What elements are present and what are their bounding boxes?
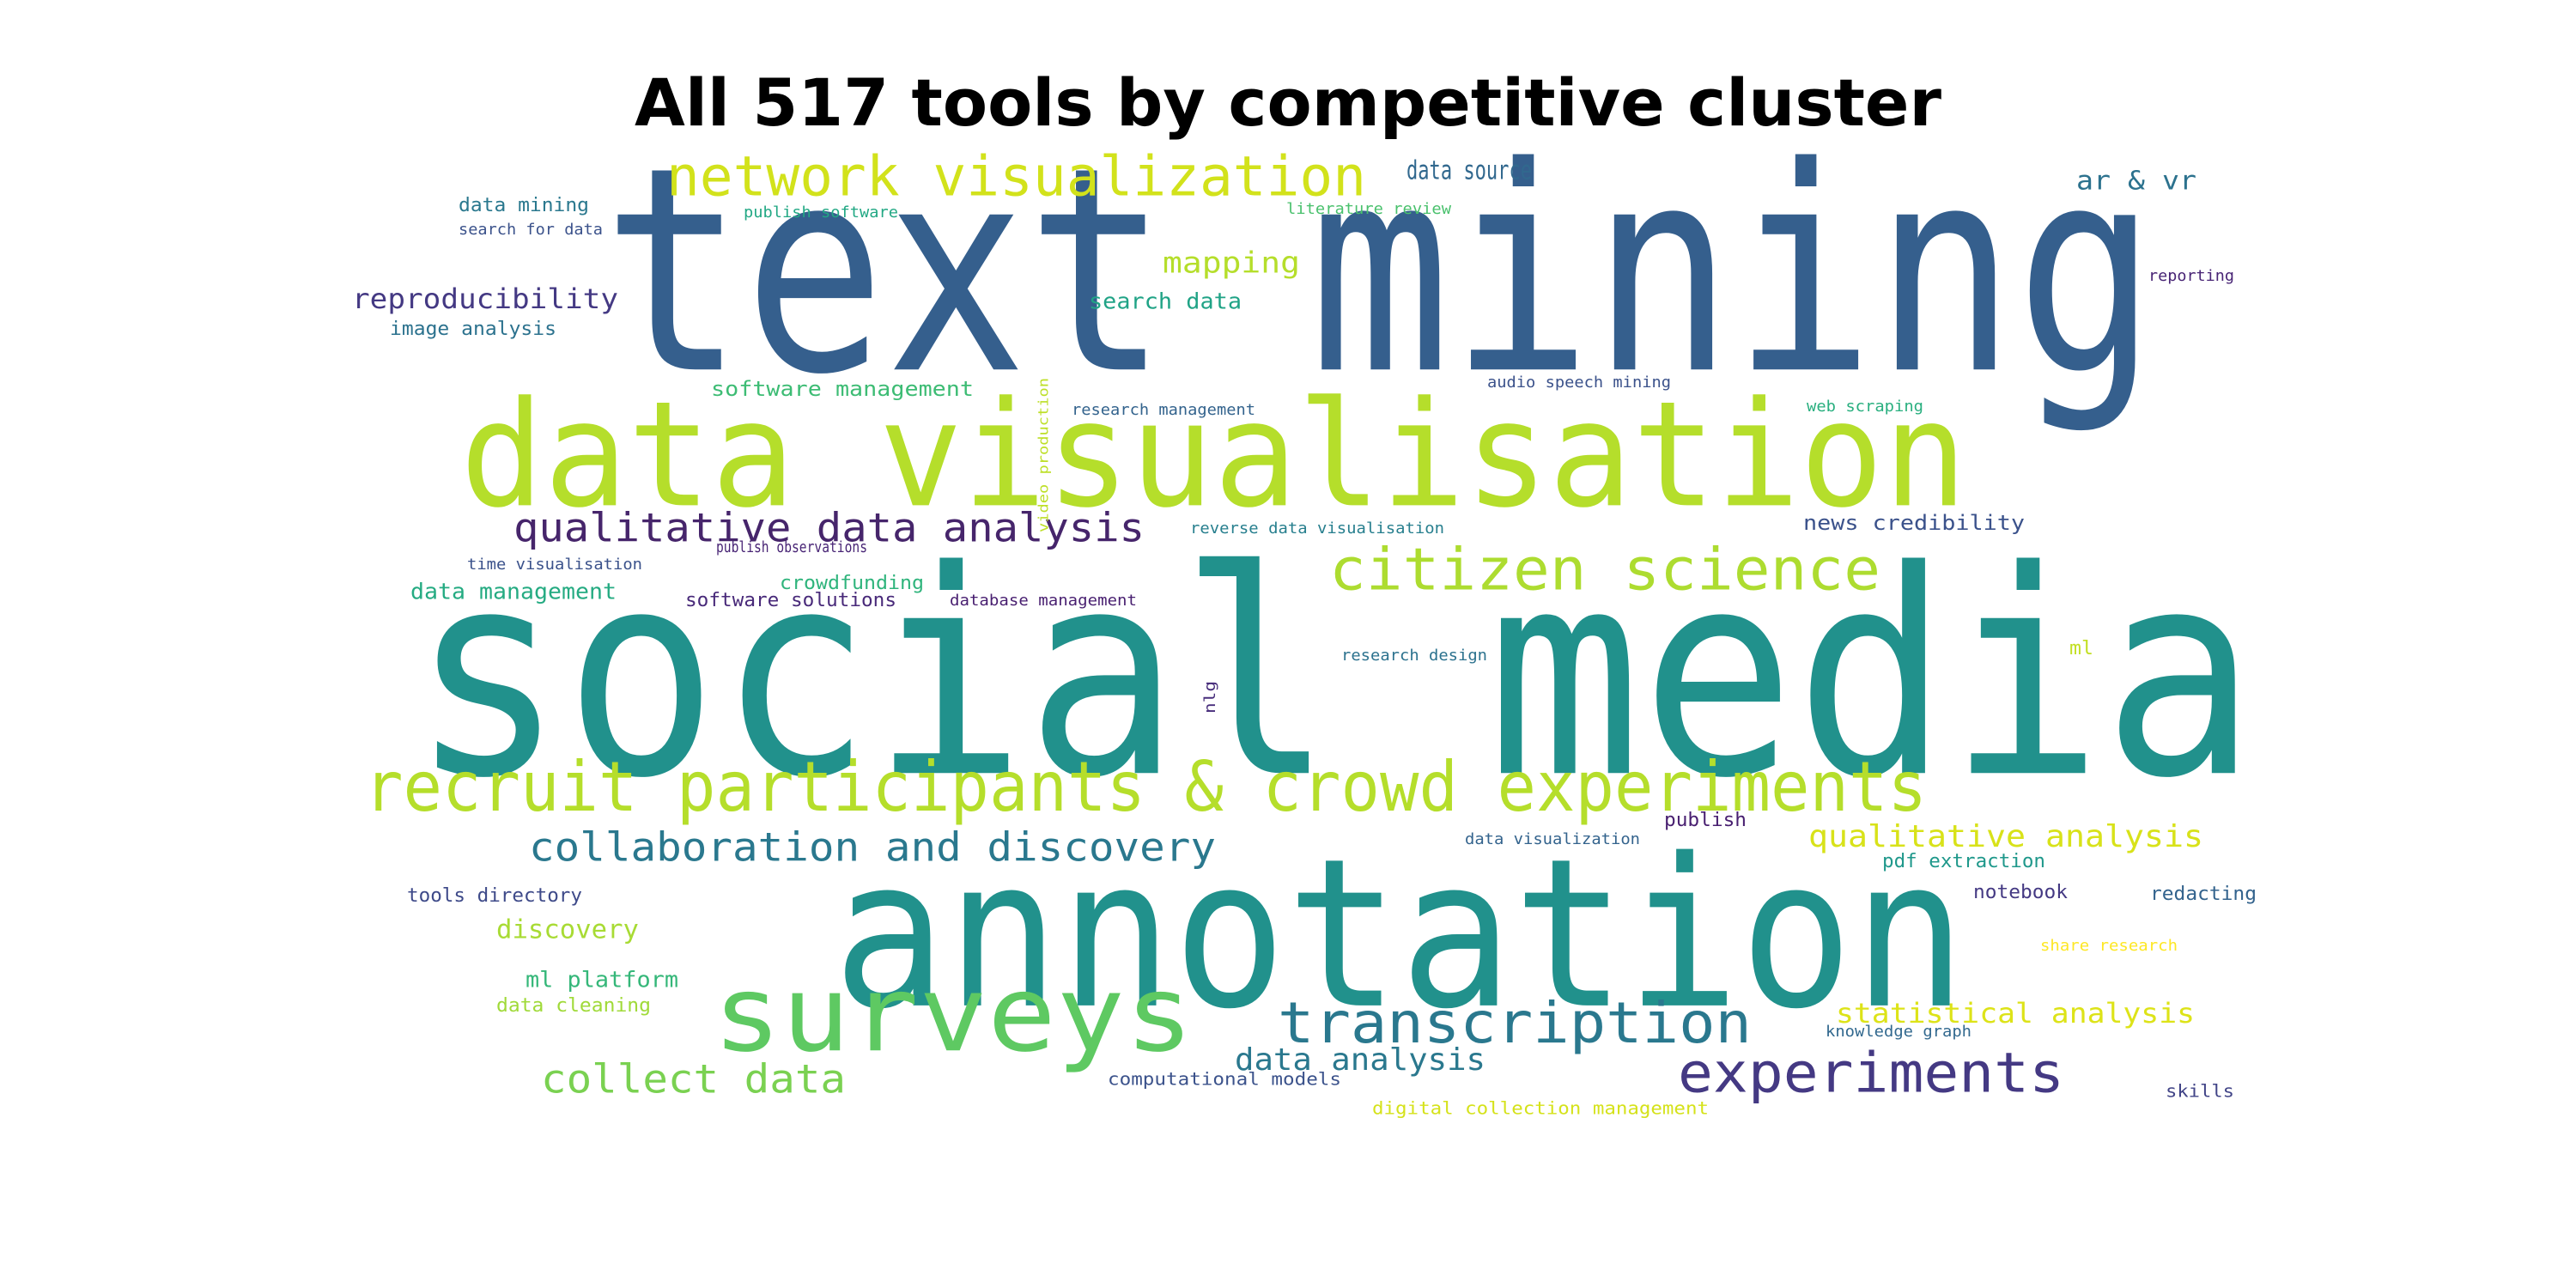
word-ar-vr: ar & vr — [2076, 167, 2196, 197]
word-news-credibility: news credibility — [1803, 511, 2025, 535]
word-notebook: notebook — [1973, 882, 2068, 903]
word-annotation: annotation — [833, 814, 1966, 1054]
word-data-source: data source — [1406, 156, 1532, 186]
word-software-solutions: software solutions — [685, 590, 896, 611]
word-transcription: transcription — [1278, 990, 1752, 1056]
word-data-mining: data mining — [459, 195, 589, 216]
word-social-media: social media — [410, 510, 2257, 840]
word-recruit-participants-crowd-experiments: recruit participants & crowd experiments — [364, 747, 1927, 827]
word-publish-software: publish software — [744, 204, 898, 222]
word-reporting: reporting — [2148, 267, 2234, 285]
word-image-analysis: image analysis — [390, 319, 556, 340]
word-surveys: surveys — [713, 953, 1194, 1075]
word-redacting: redacting — [2150, 884, 2257, 905]
word-computational-models: computational models — [1108, 1069, 1341, 1090]
word-database-management: database management — [950, 592, 1137, 610]
word-publish: publish — [1664, 810, 1747, 831]
word-collaboration-and-discovery: collaboration and discovery — [529, 824, 1216, 871]
word-ml: ml — [2069, 638, 2093, 659]
word-search-data: search data — [1089, 289, 1242, 315]
word-search-for-data: search for data — [459, 221, 603, 239]
word-text-mining: text mining — [603, 106, 2157, 436]
word-network-visualization: network visualization — [666, 146, 1366, 210]
word-data-analysis: data analysis — [1235, 1042, 1485, 1078]
word-nlg: nlg — [1201, 681, 1219, 714]
word-time-visualisation: time visualisation — [467, 556, 642, 574]
word-discovery: discovery — [496, 915, 639, 945]
word-pdf-extraction: pdf extraction — [1882, 851, 2045, 872]
chart-title: All 517 tools by competitive cluster — [635, 64, 1941, 141]
word-qualitative-analysis: qualitative analysis — [1808, 819, 2203, 854]
word-research-design: research design — [1341, 647, 1487, 665]
word-collect-data: collect data — [541, 1056, 846, 1103]
word-data-management: data management — [410, 580, 617, 605]
word-crowdfunding: crowdfunding — [780, 573, 924, 594]
word-reproducibility: reproducibility — [352, 283, 618, 315]
word-data-cleaning: data cleaning — [496, 995, 651, 1017]
word-web-scraping: web scraping — [1807, 398, 1923, 416]
word-skills: skills — [2166, 1081, 2234, 1102]
word-digital-collection-management: digital collection management — [1372, 1098, 1709, 1119]
word-citizen-science: citizen science — [1329, 537, 1880, 605]
word-knowledge-graph: knowledge graph — [1826, 1023, 1971, 1041]
word-ml-platform: ml platform — [526, 968, 678, 993]
word-qualitative-data-analysis: qualitative data analysis — [513, 505, 1145, 551]
word-audio-speech-mining: audio speech mining — [1487, 374, 1671, 392]
word-reverse-data-visualisation: reverse data visualisation — [1190, 519, 1444, 538]
word-research-management: research management — [1072, 401, 1255, 419]
word-tools-directory: tools directory — [407, 885, 582, 907]
word-literature-review: literature review — [1286, 200, 1451, 218]
word-video-production: video production — [1036, 378, 1052, 532]
word-statistical-analysis: statistical analysis — [1836, 997, 2195, 1030]
word-software-management: software management — [711, 377, 974, 401]
word-share-research: share research — [2040, 937, 2178, 955]
word-mapping: mapping — [1163, 246, 1300, 281]
word-data-visualization: data visualization — [1465, 830, 1640, 848]
word-publish-observations: publish observations — [716, 538, 867, 556]
word-experiments: experiments — [1678, 1042, 2064, 1106]
word-data-visualisation: data visualisation — [460, 370, 1967, 540]
